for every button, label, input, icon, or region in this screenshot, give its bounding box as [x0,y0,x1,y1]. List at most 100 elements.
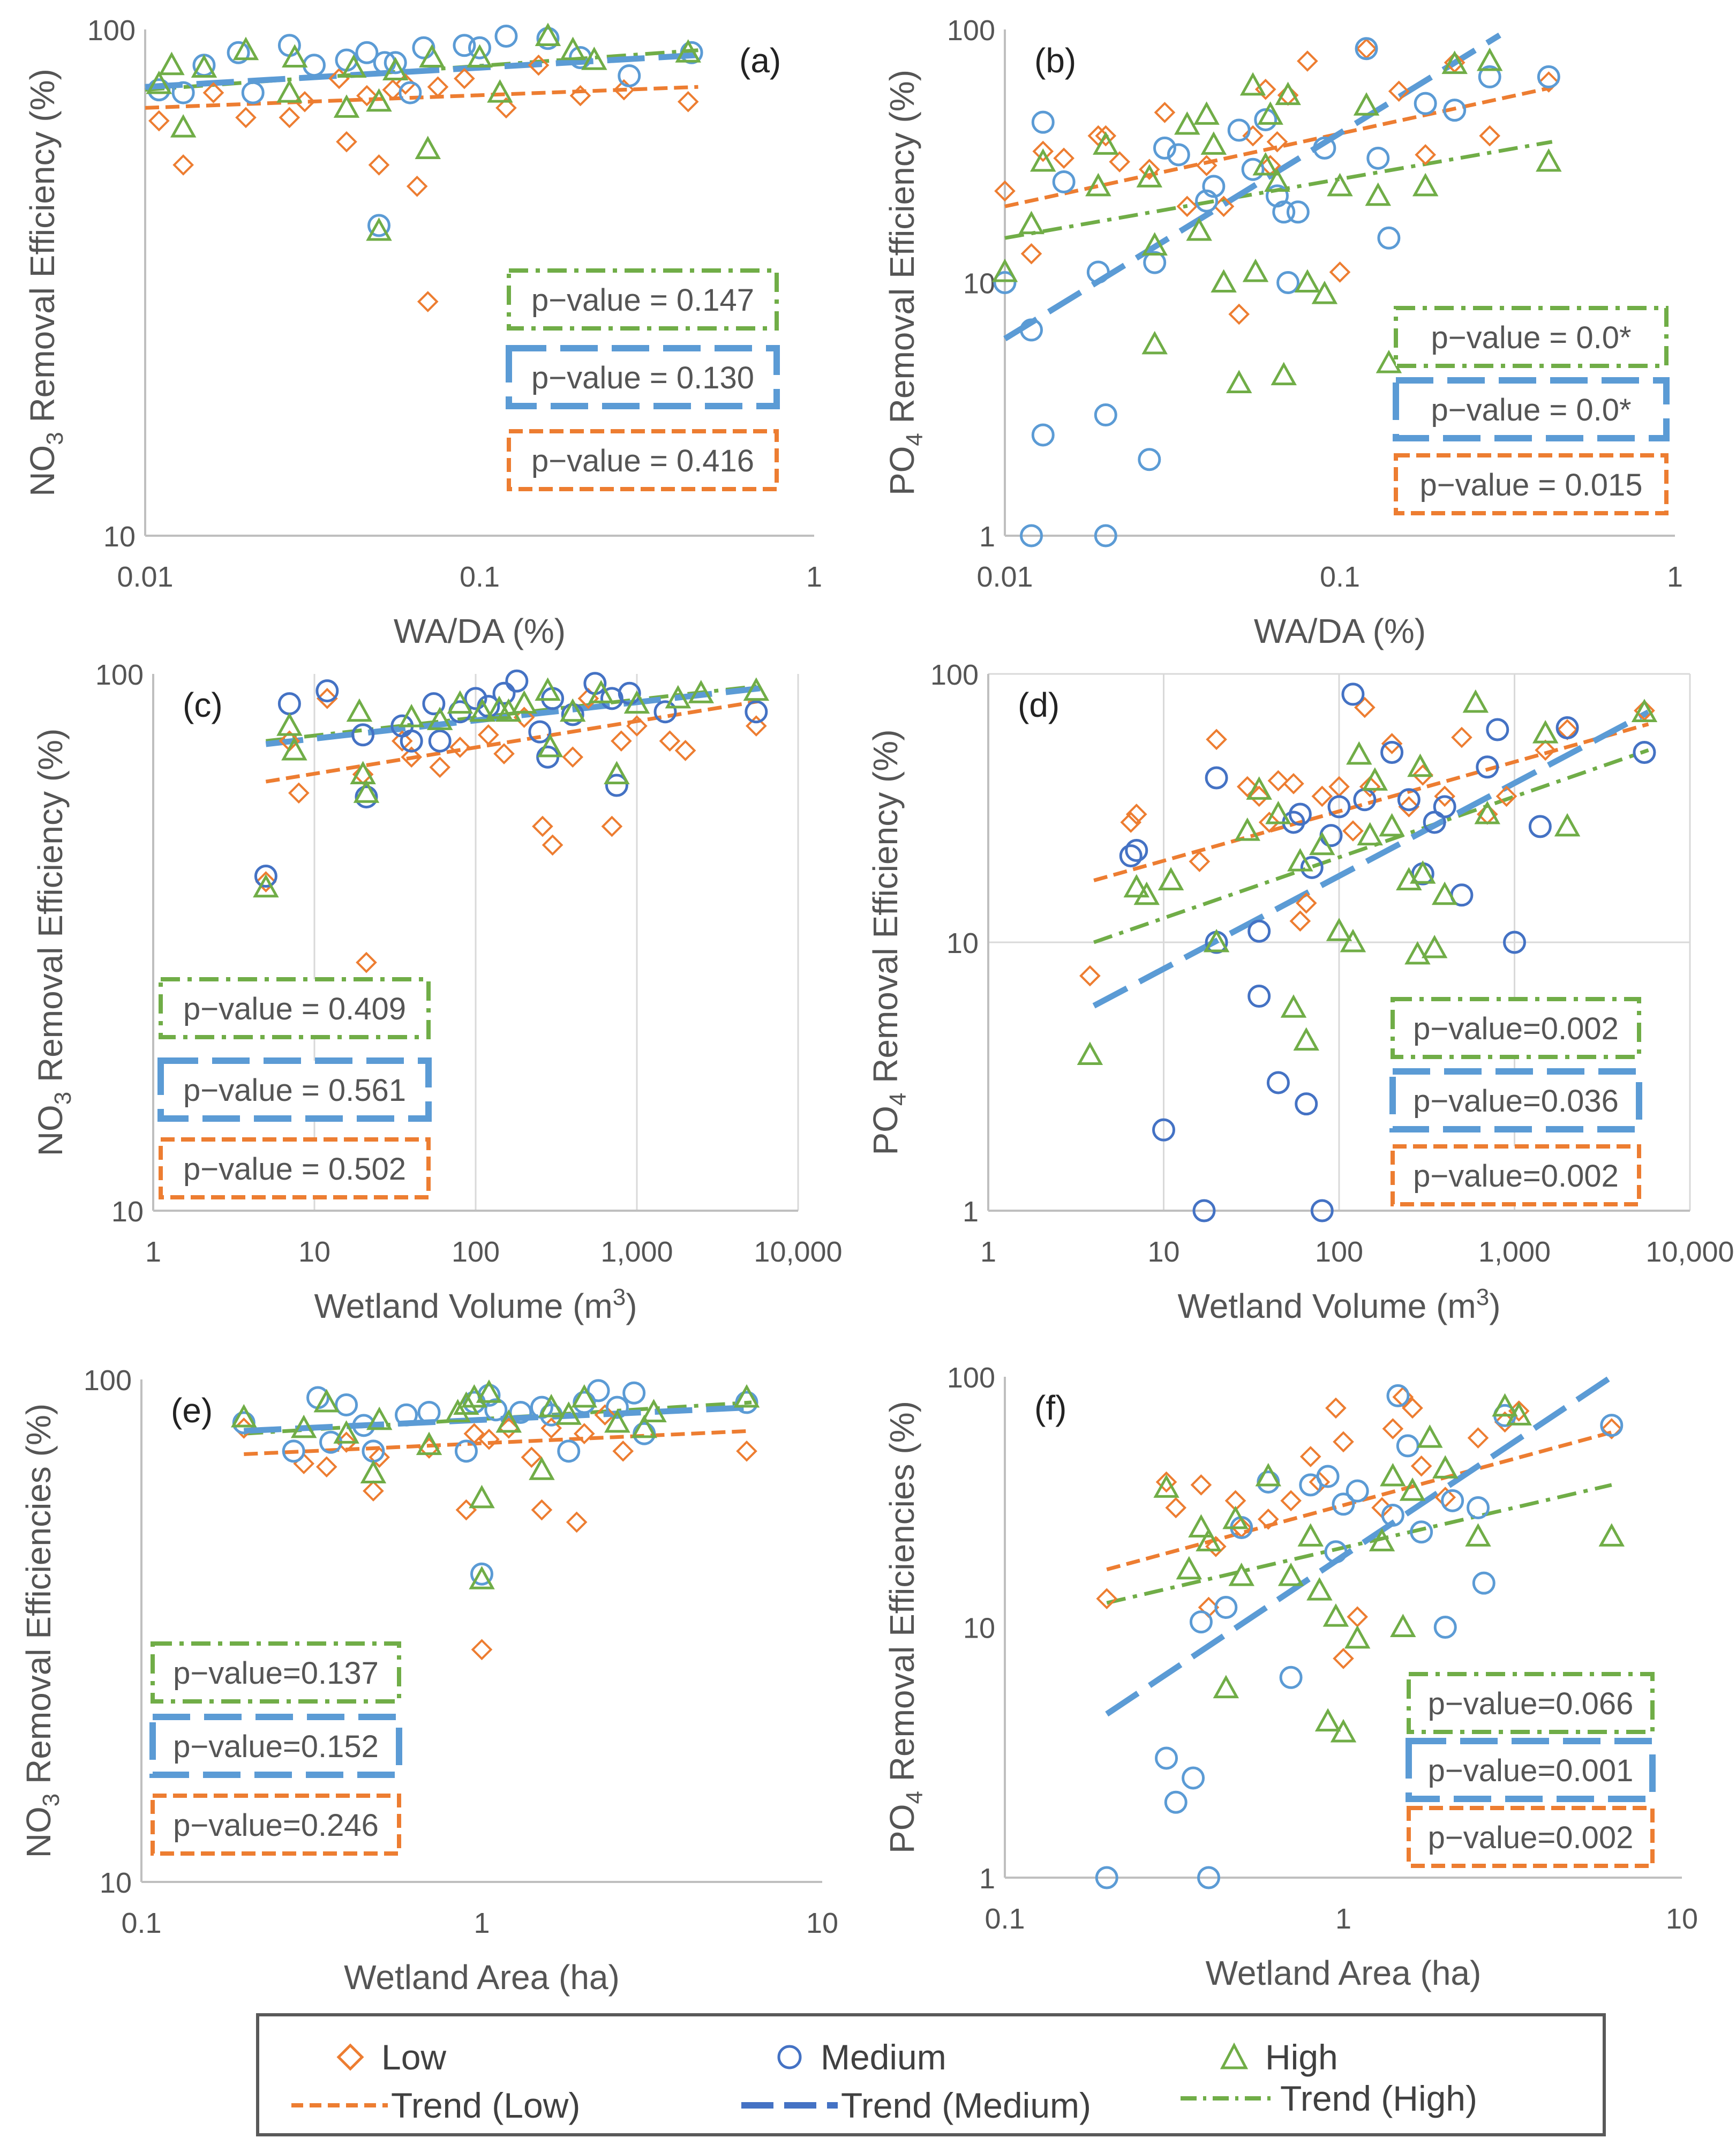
panel-label: (e) [171,1391,213,1430]
x-axis-title: WA/DA (%) [394,612,566,650]
data-point-low [1398,796,1420,817]
data-point-high [1554,813,1581,837]
trend-line-medium [265,685,761,747]
data-point-high [469,1566,495,1589]
y-tick-label: 100 [947,14,995,47]
data-point-medium [1346,1479,1369,1503]
data-point-medium [573,1391,596,1414]
data-point-low [1248,785,1270,807]
legend-item-trend-high: Trend (High) [1181,2078,1477,2119]
data-point-high [469,1484,495,1509]
x-tick-label: 100 [452,1236,500,1268]
data-point-high [537,733,563,757]
data-point-low [493,743,515,764]
data-point-medium [395,1403,418,1427]
data-point-high [366,88,392,112]
pvalue-text-medium: p−value=0.001 [1428,1753,1634,1788]
data-point-medium [1276,271,1300,294]
data-point-low [612,1440,634,1462]
data-point-medium [1241,157,1265,181]
data-point-high [1257,101,1283,125]
pvalue-text-medium: p−value = 0.561 [183,1073,406,1108]
data-point-medium [454,1439,478,1463]
data-point-low [172,154,194,176]
data-point-high [191,54,217,78]
data-point-high [1136,164,1163,187]
data-point-medium [1472,1571,1495,1595]
data-point-low [449,737,471,758]
data-point-low [478,724,499,746]
data-point-high [1431,881,1458,905]
data-point-low [594,1404,616,1426]
y-tick-label: 100 [84,1364,132,1397]
y-tick-label: 10 [963,268,995,300]
data-point-low [674,740,696,761]
data-point-low [569,85,591,107]
data-point-low [255,871,277,892]
data-point-medium [605,774,628,797]
data-point-high [1153,1474,1179,1498]
data-point-medium [1327,795,1351,819]
data-point-medium [1095,1866,1118,1889]
data-point-low [1347,1606,1368,1627]
data-point-medium [1094,524,1117,547]
data-point-low [368,154,390,176]
data-point-low [417,291,439,312]
data-point-low [336,131,357,153]
data-point-medium [1441,1489,1464,1512]
data-point-high [1412,172,1439,197]
data-point-low [1228,303,1250,325]
data-point-high [1280,994,1307,1018]
pvalue-text-medium: p−value=0.152 [173,1729,379,1764]
data-point-medium [1119,844,1143,868]
data-point-medium [528,720,552,744]
data-point-low [566,1511,588,1533]
data-point-high [419,44,445,67]
data-point-medium [1205,766,1228,790]
data-point-low [202,82,224,103]
legend-item-trend-medium: Trend (Medium) [741,2085,1091,2126]
data-point-high [281,737,307,761]
data-point-low [1267,770,1289,792]
chart-panel-a: 0.01 0.1 1 10 100 WA/DA (%) NO3 Removal Effici… [23,14,822,650]
data-point-high [416,1431,442,1456]
y-tick-label: 100 [95,659,144,691]
data-point-high [346,698,373,722]
data-point-low [1329,261,1351,283]
data-point-high [467,44,493,67]
data-point-high [1346,741,1372,765]
trend-line-medium [244,1404,752,1434]
data-point-high [1532,719,1559,744]
data-point-medium [1316,1465,1340,1488]
data-point-high [1362,767,1388,791]
data-point-high [333,1420,359,1444]
x-axis-title: WA/DA (%) [1254,612,1426,650]
data-point-high [631,1414,657,1438]
data-point-medium [464,687,487,710]
data-point-high [1133,881,1160,905]
data-point-high [276,79,303,103]
data-point-low [513,707,535,728]
data-point-high [1410,860,1436,884]
data-point-medium [1192,1199,1216,1222]
data-point-high [447,690,474,714]
data-point-medium [1286,200,1310,224]
data-point-medium [1020,318,1043,342]
data-point-high [1226,370,1252,394]
legend-item-high: High [1218,2037,1338,2077]
data-point-low [1402,1397,1423,1419]
x-tick-label: 10 [806,1907,838,1939]
x-axis-title: Wetland Volume (m3) [314,1284,637,1325]
data-point-high [604,1409,630,1433]
pvalue-box-low [1391,1144,1641,1206]
pvalue-box-medium [506,345,780,409]
data-point-high [1093,131,1119,155]
data-point-high [1211,269,1237,292]
data-point-high [665,685,692,709]
data-point-high [1077,1041,1103,1066]
data-point-medium [1433,1616,1457,1639]
data-point-low [1479,125,1501,147]
data-point-low [1354,696,1376,718]
data-point-high [1492,1393,1518,1417]
